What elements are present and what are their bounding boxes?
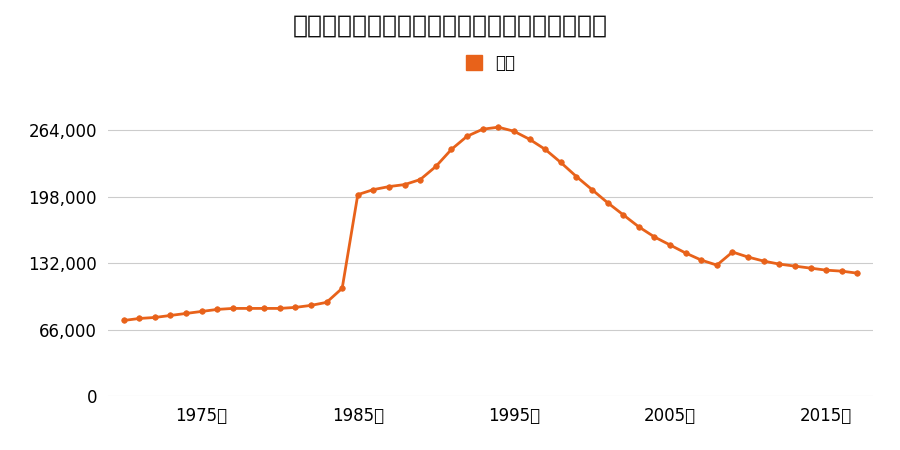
Legend: 価格: 価格: [465, 54, 516, 72]
Text: 福岡県北九州市門司区弓場町４番１の地価推移: 福岡県北九州市門司区弓場町４番１の地価推移: [292, 14, 608, 37]
